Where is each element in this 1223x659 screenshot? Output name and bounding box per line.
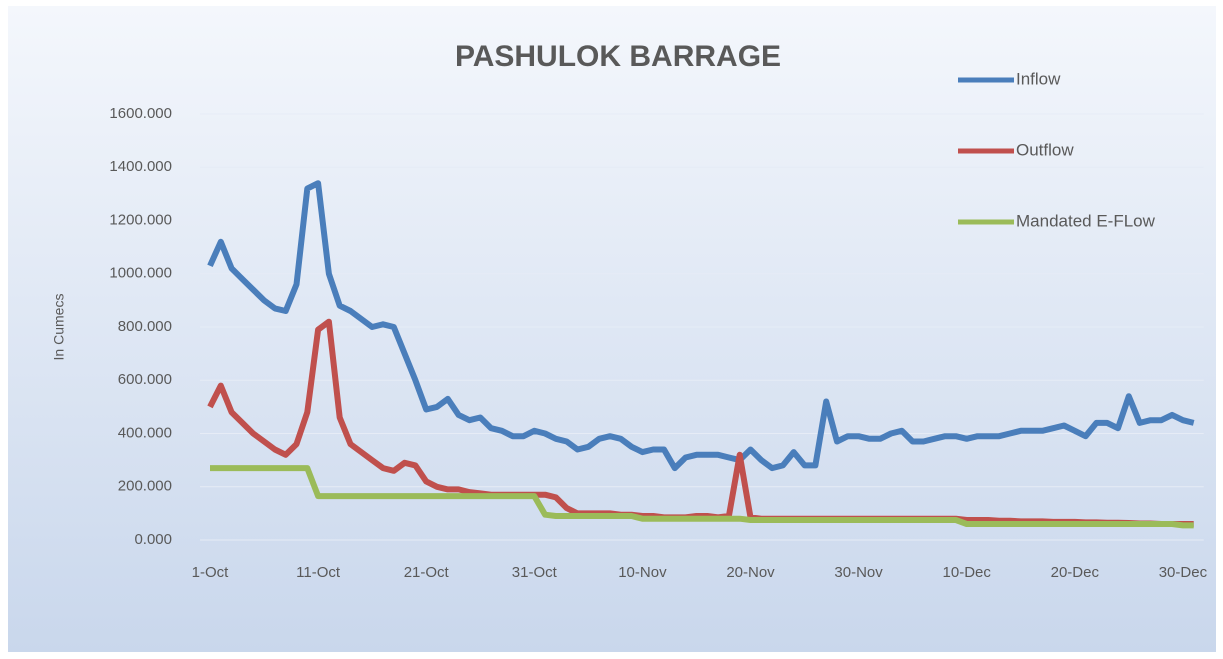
y-tick-label: 1400.000 xyxy=(109,158,172,175)
legend-label: Inflow xyxy=(1016,69,1061,88)
x-tick-label: 1-Oct xyxy=(192,564,230,581)
x-tick-label: 31-Oct xyxy=(512,564,558,581)
legend-label: Mandated E-FLow xyxy=(1016,211,1156,230)
y-tick-label: 600.000 xyxy=(118,371,172,388)
legend-label: Outflow xyxy=(1016,140,1074,159)
x-tick-label: 30-Nov xyxy=(834,564,883,581)
series-line xyxy=(207,180,1195,472)
y-tick-label: 1600.000 xyxy=(109,105,172,122)
y-tick-label: 1200.000 xyxy=(109,211,172,228)
y-tick-label: 0.000 xyxy=(134,531,172,548)
y-axis-label: In Cumecs xyxy=(51,294,67,361)
x-tick-label: 21-Oct xyxy=(404,564,450,581)
x-tick-label: 30-Dec xyxy=(1159,564,1208,581)
chart-title: PASHULOK BARRAGE xyxy=(455,40,781,73)
chart-background xyxy=(8,6,1216,652)
y-tick-label: 400.000 xyxy=(118,424,172,441)
y-tick-label: 200.000 xyxy=(118,478,172,495)
x-tick-label: 20-Dec xyxy=(1051,564,1100,581)
series-line xyxy=(210,465,1194,529)
y-tick-label: 1000.000 xyxy=(109,265,172,282)
y-tick-label: 800.000 xyxy=(118,318,172,335)
x-tick-label: 10-Nov xyxy=(618,564,667,581)
x-tick-label: 11-Oct xyxy=(296,564,341,581)
x-tick-label: 20-Nov xyxy=(726,564,775,581)
x-tick-label: 10-Dec xyxy=(943,564,992,581)
